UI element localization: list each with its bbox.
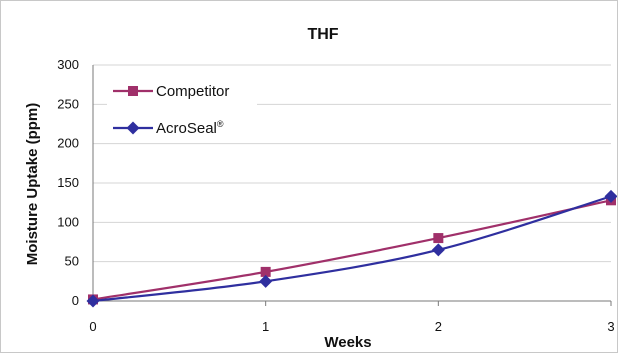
y-tick-label: 300 xyxy=(57,57,79,72)
series-line-acroseal xyxy=(92,195,612,303)
x-tick-label: 3 xyxy=(607,319,614,334)
registered-mark: ® xyxy=(217,119,224,129)
data-point-acroseal xyxy=(431,243,445,257)
y-tick-label: 100 xyxy=(57,214,79,229)
data-point-acroseal xyxy=(259,274,273,288)
series-line-competitor xyxy=(92,199,612,301)
y-tick-label: 50 xyxy=(65,254,79,269)
x-axis-label: Weeks xyxy=(324,334,371,351)
chart-title: THF xyxy=(307,26,338,43)
data-point-acroseal xyxy=(604,189,617,203)
legend-marker-competitor xyxy=(128,86,138,96)
legend-label-acroseal: AcroSeal® xyxy=(156,119,224,137)
data-point-competitor xyxy=(433,233,444,244)
data-point-acroseal xyxy=(86,294,100,308)
y-tick-label: 150 xyxy=(57,175,79,190)
y-axis-label: Moisture Uptake (ppm) xyxy=(24,103,41,266)
legend-marker-acroseal xyxy=(126,121,140,135)
y-tick-label: 200 xyxy=(57,136,79,151)
legend-label-competitor: Competitor xyxy=(156,83,229,100)
x-tick-label: 0 xyxy=(89,319,96,334)
data-point-competitor xyxy=(260,266,271,277)
x-tick-label: 1 xyxy=(262,319,269,334)
y-tick-label: 0 xyxy=(72,293,79,308)
x-tick-label: 2 xyxy=(435,319,442,334)
y-tick-label: 250 xyxy=(57,96,79,111)
